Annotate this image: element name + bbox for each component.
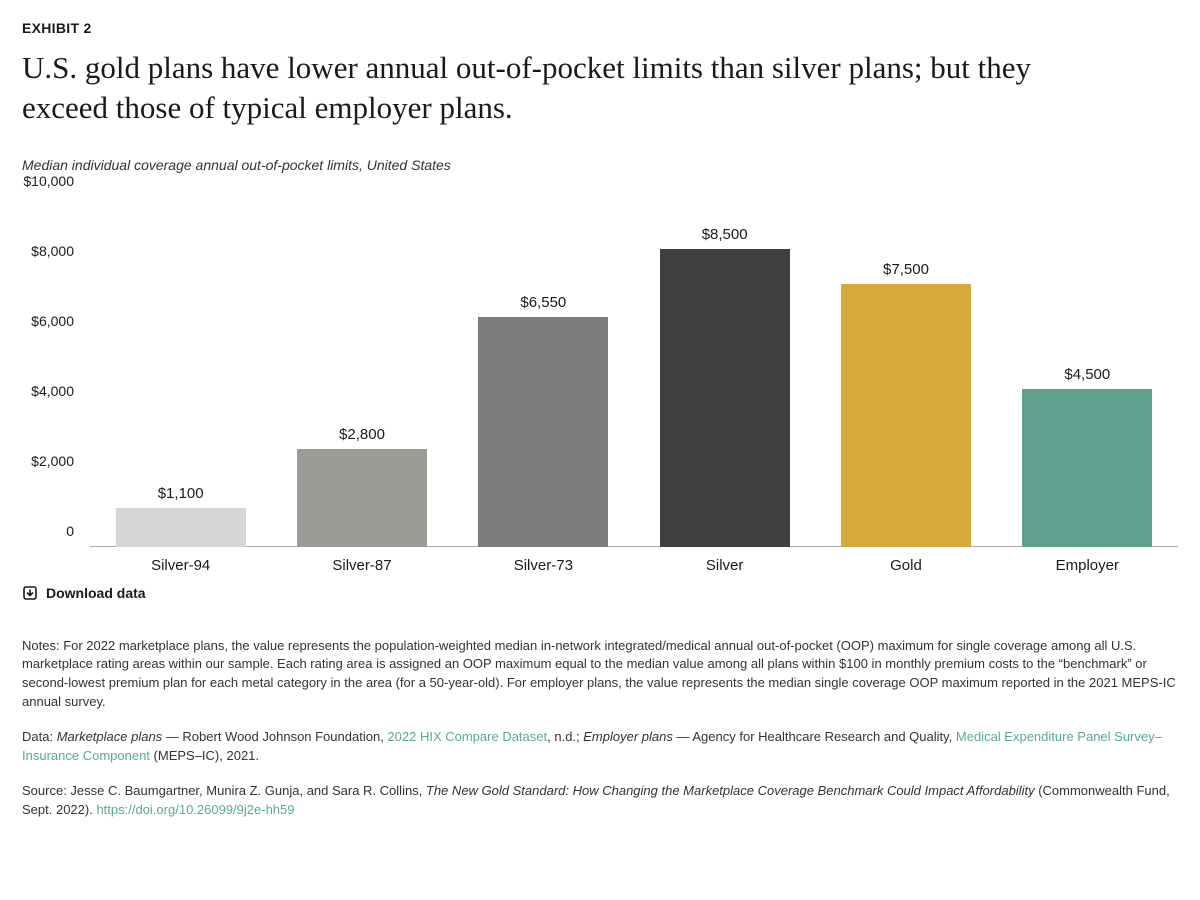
y-tick-label: 0	[14, 523, 74, 539]
bar	[660, 249, 790, 547]
bar	[841, 284, 971, 547]
y-tick-label: $2,000	[14, 453, 74, 469]
download-icon	[22, 585, 38, 601]
bar-slot: $6,550	[453, 197, 634, 547]
y-axis: 0$2,000$4,000$6,000$8,000$10,000	[22, 197, 82, 547]
y-tick-label: $6,000	[14, 313, 74, 329]
notes-prefix: Notes:	[22, 638, 63, 653]
plot-area: $1,100 $2,800 $6,550 $8,500 $7,500 $4,500	[90, 197, 1178, 547]
data-seg1: — Robert Wood Johnson Foundation,	[162, 729, 387, 744]
data-paragraph: Data: Marketplace plans — Robert Wood Jo…	[22, 728, 1178, 766]
bar-value-label: $1,100	[158, 485, 204, 502]
bar-slot: $2,800	[271, 197, 452, 547]
bar-value-label: $2,800	[339, 426, 385, 443]
doi-link[interactable]: https://doi.org/10.26099/9j2e-hh59	[96, 802, 294, 817]
data-em2: Employer plans	[583, 729, 673, 744]
source-prefix: Source:	[22, 783, 70, 798]
data-seg2b: — Agency for Healthcare Research and Qua…	[673, 729, 956, 744]
bar	[1022, 389, 1152, 547]
hix-link[interactable]: 2022 HIX Compare Dataset	[387, 729, 547, 744]
bar-value-label: $8,500	[702, 226, 748, 243]
x-tick-label: Silver-73	[453, 551, 634, 577]
y-tick-label: $8,000	[14, 243, 74, 259]
bar-slot: $4,500	[997, 197, 1178, 547]
footnotes: Notes: For 2022 marketplace plans, the v…	[22, 637, 1178, 820]
bar-value-label: $7,500	[883, 261, 929, 278]
bar-slot: $7,500	[815, 197, 996, 547]
y-tick-label: $10,000	[14, 173, 74, 189]
x-tick-label: Employer	[997, 551, 1178, 577]
x-axis-labels: Silver-94Silver-87Silver-73SilverGoldEmp…	[90, 551, 1178, 577]
data-seg3: (MEPS–IC), 2021.	[150, 748, 259, 763]
notes-paragraph: Notes: For 2022 marketplace plans, the v…	[22, 637, 1178, 712]
bar-slot: $8,500	[634, 197, 815, 547]
data-prefix: Data:	[22, 729, 57, 744]
source-em: The New Gold Standard: How Changing the …	[426, 783, 1035, 798]
source-body: Jesse C. Baumgartner, Munira Z. Gunja, a…	[70, 783, 426, 798]
bar	[116, 508, 246, 547]
download-data-button[interactable]: Download data	[22, 585, 146, 601]
bar	[297, 449, 427, 547]
source-paragraph: Source: Jesse C. Baumgartner, Munira Z. …	[22, 782, 1178, 820]
notes-body: For 2022 marketplace plans, the value re…	[22, 638, 1176, 710]
y-tick-label: $4,000	[14, 383, 74, 399]
bar-value-label: $6,550	[520, 294, 566, 311]
chart-title: U.S. gold plans have lower annual out-of…	[22, 48, 1082, 129]
exhibit-label: EXHIBIT 2	[22, 20, 1178, 36]
x-tick-label: Silver	[634, 551, 815, 577]
x-tick-label: Gold	[815, 551, 996, 577]
chart-subtitle: Median individual coverage annual out-of…	[22, 157, 1178, 173]
data-em1: Marketplace plans	[57, 729, 163, 744]
x-tick-label: Silver-87	[271, 551, 452, 577]
data-seg2a: , n.d.;	[547, 729, 583, 744]
bar-slot: $1,100	[90, 197, 271, 547]
bars-container: $1,100 $2,800 $6,550 $8,500 $7,500 $4,500	[90, 197, 1178, 547]
bar-value-label: $4,500	[1064, 366, 1110, 383]
bar-chart: 0$2,000$4,000$6,000$8,000$10,000 $1,100$…	[22, 197, 1178, 577]
bar	[478, 317, 608, 546]
download-label: Download data	[46, 585, 146, 601]
x-tick-label: Silver-94	[90, 551, 271, 577]
